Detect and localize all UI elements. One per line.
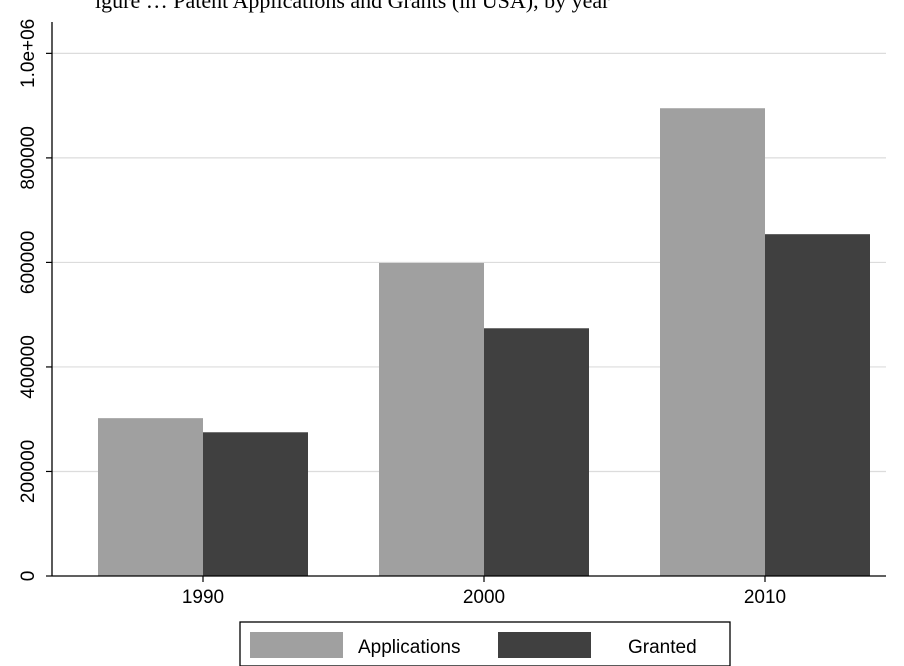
x-tick-label: 2010 (744, 587, 786, 608)
bar-granted-2000 (484, 328, 589, 576)
bar-applications-1990 (98, 418, 203, 576)
x-tick-label: 1990 (182, 587, 224, 608)
x-tick-label: 2000 (463, 587, 505, 608)
y-tick-label: 800000 (18, 126, 39, 189)
bar-granted-1990 (203, 432, 308, 576)
bars (98, 108, 870, 577)
axes: 1990 2000 2010 0 200000 400000 600000 800000 1.0… (18, 19, 886, 608)
y-tick-label: 1.0e+06 (18, 19, 39, 88)
bar-granted-2010 (765, 234, 870, 577)
bar-applications-2000 (379, 262, 484, 576)
y-tick-label: 200000 (18, 440, 39, 503)
legend-label-granted: Granted (628, 637, 697, 658)
y-tick-label: 0 (18, 571, 39, 582)
bar-applications-2010 (660, 108, 765, 577)
legend-swatch-applications (250, 632, 343, 658)
y-tick-label: 600000 (18, 231, 39, 294)
chart-title: igure … Patent Applications and Grants (… (95, 0, 610, 13)
legend-swatch-granted (498, 632, 591, 658)
legend-label-applications: Applications (358, 637, 460, 658)
legend: Applications Granted (239, 621, 731, 666)
y-tick-label: 400000 (18, 335, 39, 398)
